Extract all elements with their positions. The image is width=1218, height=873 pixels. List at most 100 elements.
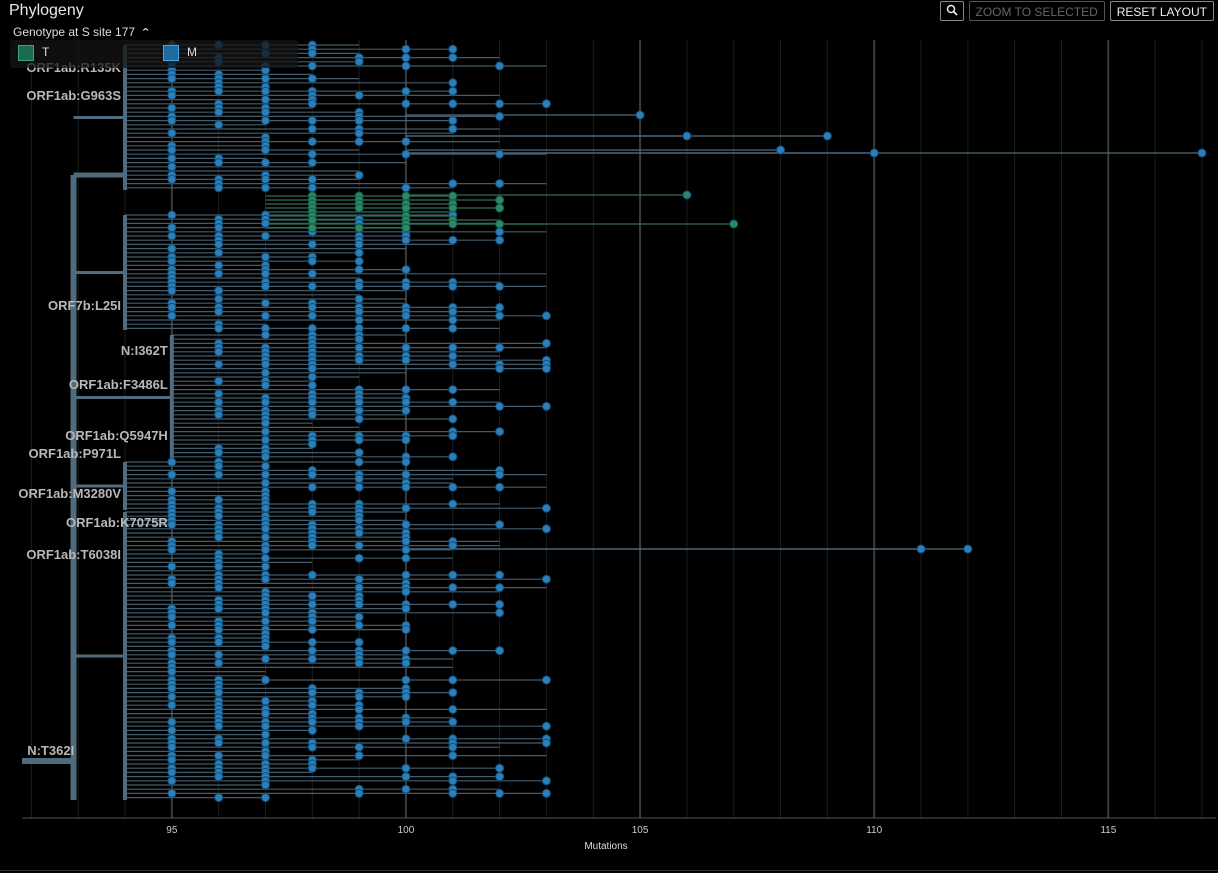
tip-node[interactable] bbox=[214, 260, 224, 270]
tip-node[interactable] bbox=[495, 401, 505, 411]
tip-node[interactable] bbox=[260, 470, 270, 480]
tip-node[interactable] bbox=[448, 385, 458, 395]
tip-node[interactable] bbox=[401, 137, 411, 147]
tip-node[interactable] bbox=[635, 110, 645, 120]
tip-node[interactable] bbox=[354, 612, 364, 622]
tip-node[interactable] bbox=[354, 128, 364, 138]
tip-node[interactable] bbox=[541, 524, 551, 534]
tip-node[interactable] bbox=[401, 470, 411, 480]
tip-node[interactable] bbox=[822, 131, 832, 141]
tip-node[interactable] bbox=[307, 482, 317, 492]
tip-node[interactable] bbox=[401, 553, 411, 563]
tip-node[interactable] bbox=[354, 116, 364, 126]
tip-node[interactable] bbox=[214, 397, 224, 407]
tip-node[interactable] bbox=[448, 116, 458, 126]
tip-node[interactable] bbox=[167, 612, 177, 622]
tip-node[interactable] bbox=[307, 281, 317, 291]
tip-node[interactable] bbox=[260, 311, 270, 321]
tip-node[interactable] bbox=[307, 742, 317, 752]
tip-node[interactable] bbox=[167, 116, 177, 126]
tip-node[interactable] bbox=[260, 553, 270, 563]
tip-node[interactable] bbox=[167, 302, 177, 312]
tip-node[interactable] bbox=[448, 191, 458, 201]
tip-node[interactable] bbox=[214, 376, 224, 386]
tip-node[interactable] bbox=[307, 541, 317, 551]
tip-node[interactable] bbox=[354, 265, 364, 275]
tip-node[interactable] bbox=[541, 738, 551, 748]
tip-node[interactable] bbox=[260, 269, 270, 279]
tip-node[interactable] bbox=[354, 343, 364, 353]
tip-node[interactable] bbox=[401, 406, 411, 416]
tip-node[interactable] bbox=[401, 223, 411, 233]
tip-node[interactable] bbox=[260, 359, 270, 369]
tip-node[interactable] bbox=[167, 470, 177, 480]
tip-node[interactable] bbox=[260, 696, 270, 706]
tip-node[interactable] bbox=[401, 717, 411, 727]
tip-node[interactable] bbox=[448, 776, 458, 786]
tip-node[interactable] bbox=[401, 183, 411, 193]
tip-node[interactable] bbox=[448, 704, 458, 714]
tip-node[interactable] bbox=[495, 470, 505, 480]
tip-node[interactable] bbox=[354, 137, 364, 147]
tip-node[interactable] bbox=[495, 61, 505, 71]
tip-node[interactable] bbox=[167, 683, 177, 693]
tip-node[interactable] bbox=[167, 755, 177, 765]
tip-node[interactable] bbox=[214, 461, 224, 471]
tip-node[interactable] bbox=[448, 646, 458, 656]
tip-node[interactable] bbox=[401, 536, 411, 546]
tip-node[interactable] bbox=[401, 545, 411, 555]
tip-node[interactable] bbox=[495, 311, 505, 321]
tip-node[interactable] bbox=[401, 53, 411, 63]
tip-node[interactable] bbox=[354, 307, 364, 317]
tip-node[interactable] bbox=[448, 675, 458, 685]
tip-node[interactable] bbox=[167, 90, 177, 100]
tip-node[interactable] bbox=[354, 599, 364, 609]
tip-node[interactable] bbox=[682, 190, 692, 200]
tip-node[interactable] bbox=[260, 183, 270, 193]
tip-node[interactable] bbox=[354, 658, 364, 668]
tip-node[interactable] bbox=[307, 700, 317, 710]
tip-node[interactable] bbox=[214, 223, 224, 233]
tip-node[interactable] bbox=[260, 418, 270, 428]
tip-node[interactable] bbox=[354, 704, 364, 714]
tip-node[interactable] bbox=[448, 541, 458, 551]
tip-node[interactable] bbox=[307, 439, 317, 449]
tip-node[interactable] bbox=[541, 503, 551, 513]
tip-node[interactable] bbox=[307, 149, 317, 159]
tip-node[interactable] bbox=[401, 86, 411, 96]
tip-node[interactable] bbox=[541, 788, 551, 798]
reset-layout-button[interactable]: RESET LAYOUT bbox=[1109, 1, 1214, 21]
tip-node[interactable] bbox=[260, 298, 270, 308]
tip-node[interactable] bbox=[401, 191, 411, 201]
tip-node[interactable] bbox=[260, 107, 270, 117]
tip-node[interactable] bbox=[214, 410, 224, 420]
tip-node[interactable] bbox=[260, 86, 270, 96]
tip-node[interactable] bbox=[354, 203, 364, 213]
tip-node[interactable] bbox=[214, 738, 224, 748]
tip-node[interactable] bbox=[307, 74, 317, 84]
tip-node[interactable] bbox=[167, 700, 177, 710]
tip-node[interactable] bbox=[401, 44, 411, 54]
tip-node[interactable] bbox=[260, 751, 270, 761]
tip-node[interactable] bbox=[495, 608, 505, 618]
tip-node[interactable] bbox=[541, 99, 551, 109]
tip-node[interactable] bbox=[448, 235, 458, 245]
tip-node[interactable] bbox=[401, 763, 411, 773]
tip-node[interactable] bbox=[167, 667, 177, 677]
tip-node[interactable] bbox=[167, 74, 177, 84]
tip-node[interactable] bbox=[167, 145, 177, 155]
tip-node[interactable] bbox=[307, 725, 317, 735]
tip-node[interactable] bbox=[448, 99, 458, 109]
tip-node[interactable] bbox=[354, 541, 364, 551]
tip-node[interactable] bbox=[260, 252, 270, 262]
tip-node[interactable] bbox=[1197, 148, 1207, 158]
tip-node[interactable] bbox=[448, 86, 458, 96]
tip-node[interactable] bbox=[448, 717, 458, 727]
tip-node[interactable] bbox=[307, 137, 317, 147]
tip-node[interactable] bbox=[260, 368, 270, 378]
tip-node[interactable] bbox=[307, 763, 317, 773]
tip-node[interactable] bbox=[401, 625, 411, 635]
tip-node[interactable] bbox=[448, 44, 458, 54]
tip-node[interactable] bbox=[495, 599, 505, 609]
